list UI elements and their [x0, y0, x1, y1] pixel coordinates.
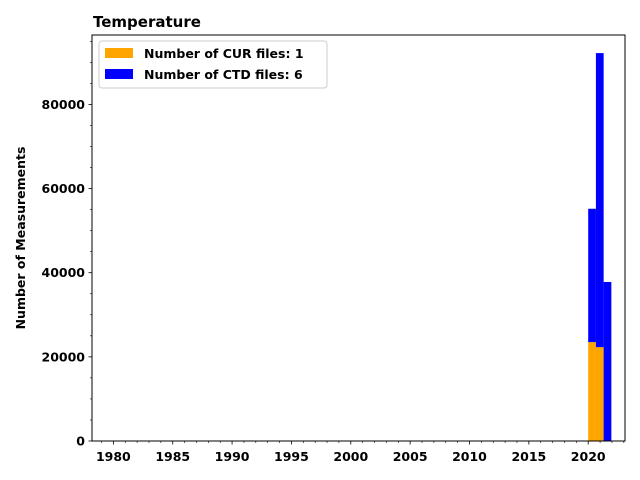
x-tick-label: 2020 [571, 449, 606, 464]
x-tick-label: 1985 [155, 449, 190, 464]
legend-swatch-2 [105, 69, 133, 79]
bar-series1-bin2 [595, 347, 604, 441]
y-tick-label: 0 [76, 434, 85, 449]
bar-series2-bin3 [603, 281, 612, 441]
legend-label-1: Number of CUR files: 1 [144, 46, 304, 61]
y-tick-label: 40000 [42, 265, 86, 280]
y-axis-label: Number of Measurements [13, 147, 28, 330]
x-tick-label: 2000 [333, 449, 368, 464]
y-tick-label: 20000 [42, 349, 86, 364]
legend: Number of CUR files: 1 Number of CTD file… [98, 40, 328, 89]
bar-series1-bin1 [588, 342, 596, 441]
x-tick-label: 2005 [393, 449, 428, 464]
legend-box [98, 40, 328, 89]
y-axis: 0 20000 40000 60000 80000 [42, 41, 92, 449]
bar-series2-bin2 [595, 53, 604, 348]
x-tick-label: 1990 [215, 449, 250, 464]
y-tick-label: 60000 [42, 181, 86, 196]
x-axis: 1980 1985 1990 1995 2000 2005 2010 2015 2020 [96, 441, 625, 464]
chart-title: Temperature [93, 13, 201, 31]
x-tick-label: 2015 [511, 449, 546, 464]
bars-group [588, 53, 612, 441]
x-tick-label: 1980 [96, 449, 131, 464]
x-tick-label: 2010 [452, 449, 487, 464]
bar-series2-bin1 [588, 208, 596, 343]
y-tick-label: 80000 [42, 97, 86, 112]
plot-frame [91, 34, 626, 442]
x-tick-label: 1995 [274, 449, 309, 464]
legend-label-2: Number of CTD files: 6 [144, 67, 303, 82]
legend-swatch-1 [105, 48, 133, 58]
